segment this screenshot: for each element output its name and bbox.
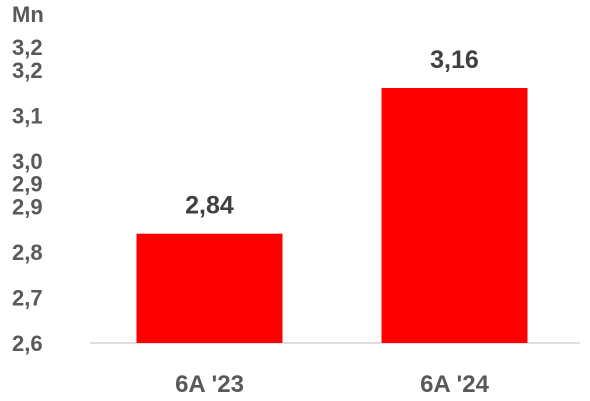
y-tick-label: 2,9 (12, 194, 43, 219)
y-tick-label: 2,9 (12, 172, 43, 197)
y-tick-label: 2,8 (12, 240, 43, 265)
x-tick-label: 6A '24 (420, 371, 490, 398)
y-tick-label: 3,2 (12, 35, 43, 60)
bars: 2,84 3,16 (136, 46, 528, 343)
y-tick-label: 3,2 (12, 58, 43, 83)
data-label: 2,84 (185, 192, 234, 220)
y-tick-label: 2,6 (12, 331, 43, 356)
bar (136, 233, 283, 343)
data-label: 3,16 (430, 46, 479, 74)
y-axis-ticks: 2,62,72,82,92,93,03,13,23,2 (12, 35, 43, 356)
bar (381, 87, 528, 343)
y-tick-label: 3,0 (12, 149, 43, 174)
unit-label: Mn (12, 2, 44, 27)
category-labels: 6A '23 6A '24 (175, 371, 490, 398)
y-tick-label: 2,7 (12, 285, 43, 310)
y-tick-label: 3,1 (12, 103, 43, 128)
x-tick-label: 6A '23 (175, 371, 244, 398)
